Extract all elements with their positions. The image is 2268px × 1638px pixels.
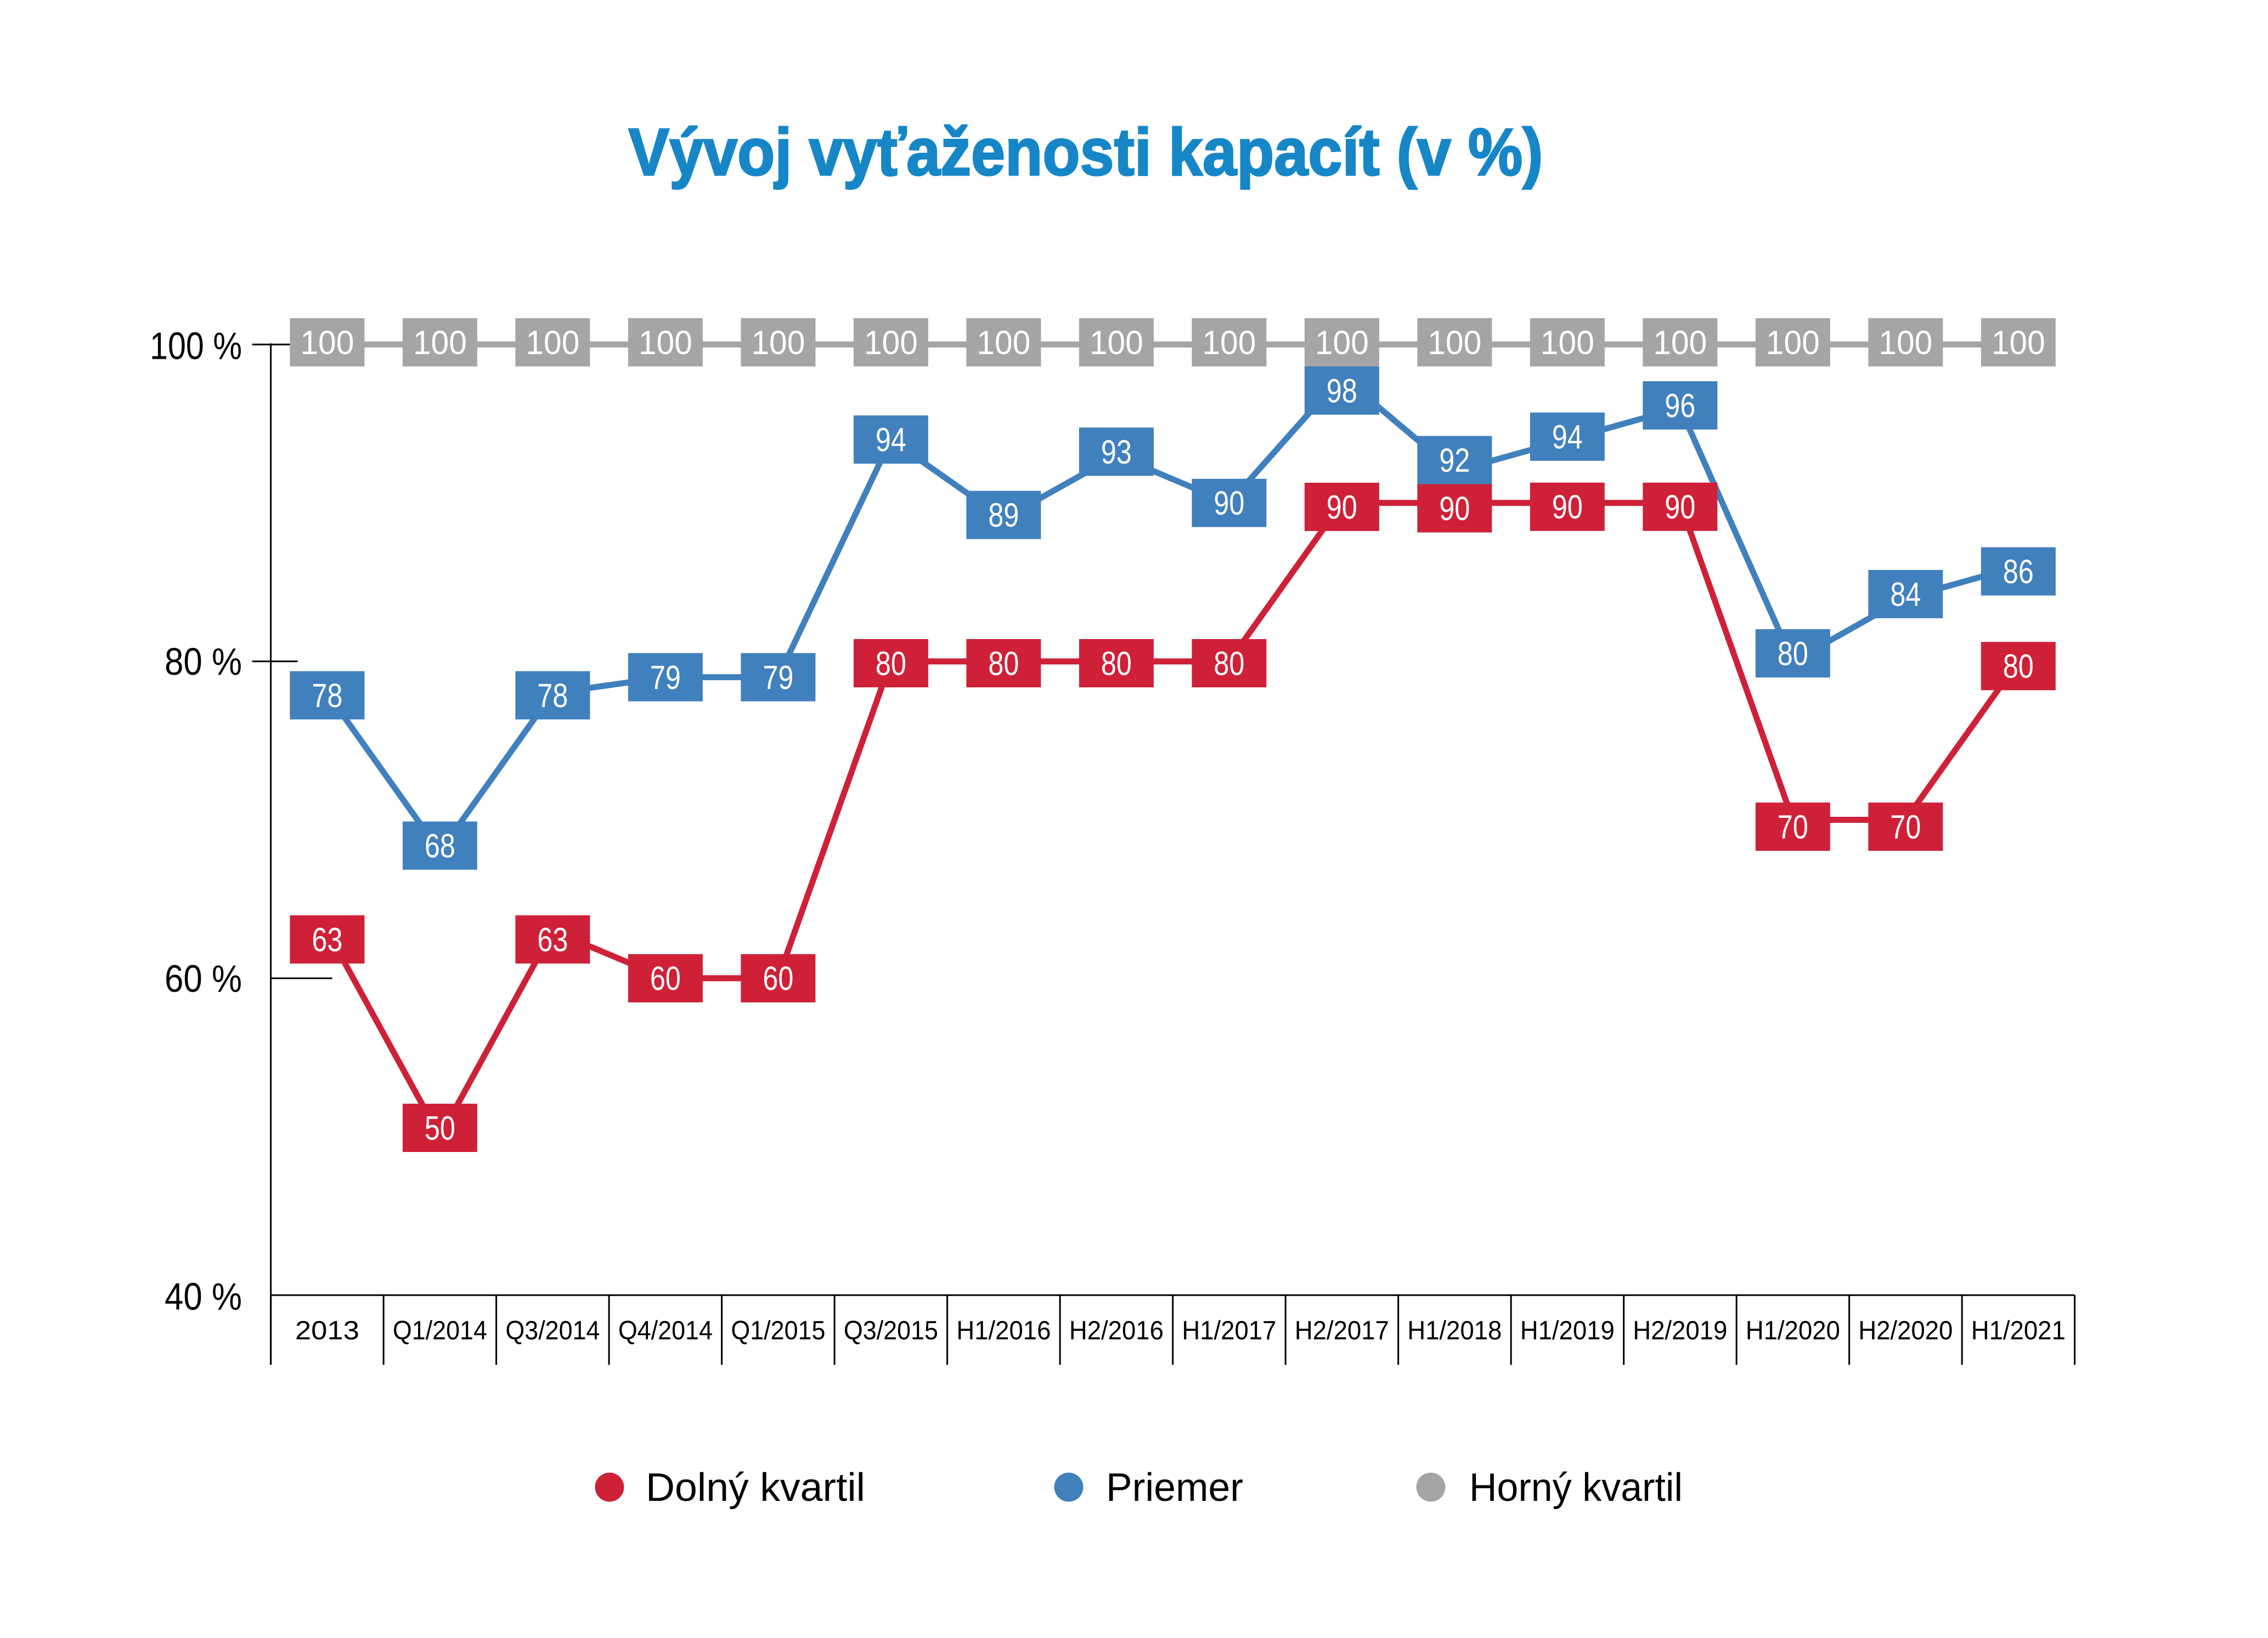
svg-text:80: 80 <box>1778 635 1808 672</box>
svg-text:H1/2018: H1/2018 <box>1407 1316 1502 1345</box>
svg-text:100: 100 <box>639 324 692 361</box>
svg-text:100: 100 <box>1315 324 1369 361</box>
svg-text:84: 84 <box>1890 575 1921 613</box>
svg-text:Vývoj vyťaženosti kapacít (v %: Vývoj vyťaženosti kapacít (v %) <box>629 115 1543 189</box>
svg-text:70: 70 <box>1890 808 1921 845</box>
svg-text:90: 90 <box>1214 484 1244 522</box>
svg-text:Horný kvartil: Horný kvartil <box>1469 1466 1683 1510</box>
svg-text:68: 68 <box>425 827 455 865</box>
svg-text:60 %: 60 % <box>165 957 242 1000</box>
svg-text:90: 90 <box>1665 488 1695 526</box>
svg-text:Dolný kvartil: Dolný kvartil <box>646 1466 865 1510</box>
svg-text:63: 63 <box>312 921 342 958</box>
svg-text:H2/2020: H2/2020 <box>1858 1316 1953 1345</box>
svg-text:98: 98 <box>1327 372 1357 409</box>
svg-text:78: 78 <box>312 677 342 714</box>
svg-text:100: 100 <box>1090 324 1143 361</box>
svg-text:H2/2019: H2/2019 <box>1633 1316 1727 1345</box>
svg-text:100: 100 <box>300 324 354 361</box>
svg-text:100 %: 100 % <box>150 325 242 368</box>
svg-text:90: 90 <box>1327 488 1357 526</box>
svg-text:100: 100 <box>1428 324 1481 361</box>
svg-text:H2/2017: H2/2017 <box>1295 1316 1389 1345</box>
svg-text:Q1/2015: Q1/2015 <box>731 1316 825 1345</box>
svg-text:100: 100 <box>1653 324 1707 361</box>
svg-text:100: 100 <box>751 324 805 361</box>
svg-text:H1/2020: H1/2020 <box>1746 1316 1840 1345</box>
svg-text:92: 92 <box>1439 442 1470 479</box>
svg-text:60: 60 <box>650 960 681 997</box>
svg-text:100: 100 <box>526 324 579 361</box>
svg-text:89: 89 <box>988 496 1019 534</box>
svg-text:63: 63 <box>537 921 568 958</box>
svg-text:94: 94 <box>1552 418 1583 455</box>
svg-text:80 %: 80 % <box>165 640 242 683</box>
svg-text:H1/2016: H1/2016 <box>956 1316 1051 1345</box>
svg-text:80: 80 <box>1214 645 1244 682</box>
svg-text:80: 80 <box>2003 648 2034 685</box>
svg-text:100: 100 <box>413 324 467 361</box>
svg-text:80: 80 <box>1101 645 1132 682</box>
svg-text:70: 70 <box>1778 808 1808 845</box>
svg-text:100: 100 <box>1766 324 1820 361</box>
svg-text:60: 60 <box>763 960 793 997</box>
svg-text:H1/2021: H1/2021 <box>1971 1316 2066 1345</box>
svg-text:96: 96 <box>1665 387 1695 424</box>
svg-text:86: 86 <box>2003 553 2034 590</box>
svg-text:100: 100 <box>1541 324 1594 361</box>
svg-text:79: 79 <box>650 659 681 696</box>
svg-text:80: 80 <box>876 645 906 682</box>
svg-text:H1/2017: H1/2017 <box>1182 1316 1276 1345</box>
svg-text:100: 100 <box>977 324 1030 361</box>
svg-text:90: 90 <box>1552 488 1583 526</box>
svg-text:79: 79 <box>763 659 793 696</box>
svg-text:100: 100 <box>1878 324 1932 361</box>
svg-text:100: 100 <box>1991 324 2045 361</box>
svg-text:H2/2016: H2/2016 <box>1069 1316 1164 1345</box>
svg-text:Q3/2014: Q3/2014 <box>505 1316 600 1345</box>
svg-text:78: 78 <box>537 677 568 714</box>
svg-text:100: 100 <box>1202 324 1256 361</box>
svg-text:80: 80 <box>988 645 1019 682</box>
svg-text:Q3/2015: Q3/2015 <box>844 1316 938 1345</box>
svg-text:Q4/2014: Q4/2014 <box>618 1316 713 1345</box>
svg-text:90: 90 <box>1439 490 1470 527</box>
svg-text:93: 93 <box>1101 433 1132 471</box>
svg-text:40 %: 40 % <box>165 1275 242 1318</box>
svg-text:Q1/2014: Q1/2014 <box>393 1316 487 1345</box>
svg-text:Priemer: Priemer <box>1106 1466 1243 1510</box>
svg-text:94: 94 <box>876 421 906 459</box>
svg-text:2013: 2013 <box>295 1316 359 1345</box>
svg-text:100: 100 <box>864 324 918 361</box>
svg-text:H1/2019: H1/2019 <box>1520 1316 1615 1345</box>
svg-text:50: 50 <box>425 1109 455 1146</box>
